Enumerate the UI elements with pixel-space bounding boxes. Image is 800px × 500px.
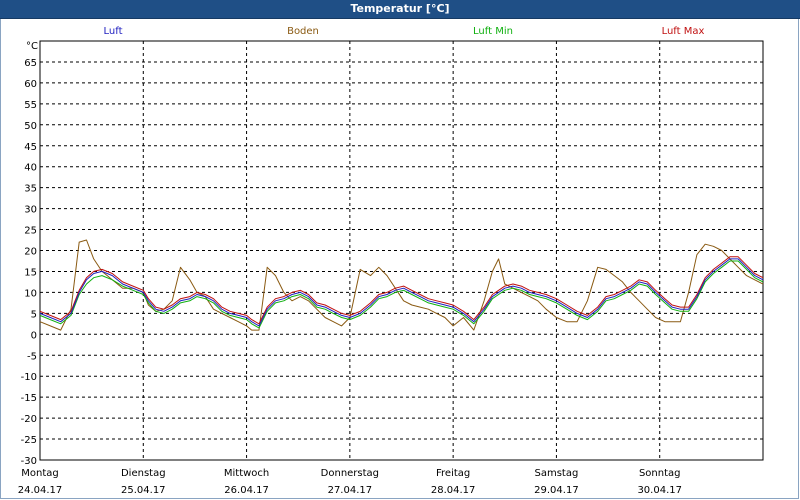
x-tick-date: 24.04.17: [18, 485, 63, 496]
x-tick-date: 25.04.17: [121, 485, 166, 496]
series-line: [39, 258, 764, 327]
series-line: [39, 260, 764, 329]
chart-panel: [0, 19, 799, 499]
y-axis-unit-label: °C: [26, 41, 38, 52]
y-tick-label: 30: [24, 205, 37, 216]
x-tick-day: Sonntag: [639, 468, 681, 479]
y-tick-label: 60: [24, 79, 37, 90]
y-tick-label: 35: [24, 184, 37, 195]
x-tick-date: 26.04.17: [224, 485, 269, 496]
y-tick-label: -5: [27, 351, 37, 362]
x-tick-day: Dienstag: [121, 468, 166, 479]
y-tick-label: 15: [24, 267, 37, 278]
x-tick-date: 30.04.17: [637, 485, 682, 496]
y-tick-label: 45: [24, 142, 37, 153]
x-tick-day: Mittwoch: [224, 468, 269, 479]
chart-title: Temperatur [°C]: [0, 0, 800, 19]
y-tick-label: -20: [21, 414, 37, 425]
series-line: [39, 239, 764, 331]
y-tick-label: -25: [21, 435, 37, 446]
x-tick-day: Donnerstag: [321, 468, 379, 479]
y-tick-label: 65: [24, 58, 37, 69]
x-tick-day: Montag: [21, 468, 58, 479]
series-line: [39, 256, 764, 325]
y-tick-label: 5: [31, 309, 37, 320]
x-tick-date: 29.04.17: [534, 485, 579, 496]
y-tick-label: 55: [24, 100, 37, 111]
y-tick-label: -15: [21, 393, 37, 404]
x-tick-date: 27.04.17: [328, 485, 373, 496]
legend-entry: Boden: [287, 26, 319, 37]
x-tick-day: Freitag: [436, 468, 470, 479]
legend-entry: Luft: [104, 26, 123, 37]
y-tick-label: 40: [24, 163, 37, 174]
y-tick-label: 10: [24, 288, 37, 299]
y-tick-label: -30: [21, 456, 37, 467]
y-tick-label: 25: [24, 226, 37, 237]
legend-entry: Luft Min: [473, 26, 513, 37]
y-tick-label: 20: [24, 247, 37, 258]
y-tick-label: -10: [21, 372, 37, 383]
x-tick-day: Samstag: [535, 468, 579, 479]
y-tick-label: 50: [24, 121, 37, 132]
x-tick-date: 28.04.17: [431, 485, 476, 496]
y-tick-label: 0: [31, 330, 37, 341]
legend-entry: Luft Max: [662, 26, 705, 37]
